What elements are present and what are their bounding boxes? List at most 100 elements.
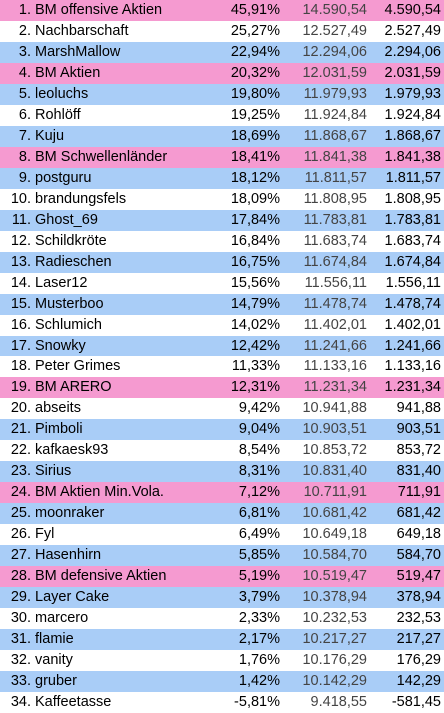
percent-cell: 8,54% xyxy=(238,442,280,459)
gain-cell: 1.808,95 xyxy=(384,190,441,207)
table-row: 5. leoluchs 19,80% 11.979,93 1.979,93 xyxy=(0,83,444,105)
name-cell: marcero xyxy=(35,610,89,627)
rank-cell: 16. xyxy=(10,316,31,333)
gain-cell: 584,70 xyxy=(396,547,441,564)
rank-cell: 31. xyxy=(10,631,31,648)
name-cell: vanity xyxy=(35,652,73,669)
percent-cell: 15,56% xyxy=(230,274,280,291)
name-cell: Laser12 xyxy=(35,274,88,291)
table-row: 33. gruber 1,42% 10.142,29 142,29 xyxy=(0,671,444,692)
total-value-cell: 14.590,54 xyxy=(302,2,367,18)
total-value-cell: 12.031,59 xyxy=(302,64,367,81)
rank-cell: 20. xyxy=(10,400,31,417)
total-value-cell: 11.478,74 xyxy=(303,295,367,312)
total-value-cell: 10.217,27 xyxy=(302,631,367,648)
rank-cell: 2. xyxy=(18,22,31,39)
total-value-cell: 10.903,51 xyxy=(302,421,367,438)
name-cell: Ghost_69 xyxy=(35,211,98,228)
total-value-cell: 10.681,42 xyxy=(302,505,367,522)
total-value-cell: 10.831,40 xyxy=(302,463,367,480)
total-value-cell: 10.853,72 xyxy=(302,442,367,459)
gain-cell: 232,53 xyxy=(396,610,441,627)
percent-cell: 8,31% xyxy=(238,463,280,480)
table-row: 12. Schildkröte 16,84% 11.683,74 1.683,74 xyxy=(0,230,444,252)
rank-cell: 9. xyxy=(18,169,31,186)
gain-cell: 2.031,59 xyxy=(384,64,441,81)
gain-cell: 1.683,74 xyxy=(384,232,441,249)
rank-cell: 18. xyxy=(10,358,31,375)
gain-cell: 378,94 xyxy=(396,589,441,606)
name-cell: Sirius xyxy=(35,463,72,480)
total-value-cell: 11.924,84 xyxy=(303,106,367,123)
total-value-cell: 11.808,95 xyxy=(303,190,367,207)
rank-cell: 4. xyxy=(18,64,31,81)
rank-cell: 27. xyxy=(10,547,31,564)
rank-cell: 3. xyxy=(18,43,31,60)
rank-cell: 28. xyxy=(10,568,31,585)
gain-cell: 1.868,67 xyxy=(384,127,441,144)
table-row: 11. Ghost_69 17,84% 11.783,81 1.783,81 xyxy=(0,209,444,231)
rank-cell: 6. xyxy=(18,106,31,123)
name-cell: moonraker xyxy=(35,505,105,522)
rank-cell: 34. xyxy=(10,693,31,710)
gain-cell: 1.811,57 xyxy=(385,169,441,186)
name-cell: Schildkröte xyxy=(35,232,107,249)
table-row: 8. BM Schwellenländer 18,41% 11.841,38 1.841… xyxy=(0,146,444,168)
table-row: 29. Layer Cake 3,79% 10.378,94 378,94 xyxy=(0,587,444,609)
percent-cell: 7,12% xyxy=(238,484,280,501)
gain-cell: 142,29 xyxy=(396,673,441,689)
gain-cell: 681,42 xyxy=(396,505,441,522)
name-cell: Layer Cake xyxy=(35,589,110,606)
table-row: 31. flamie 2,17% 10.217,27 217,27 xyxy=(0,629,444,651)
gain-cell: 1.241,66 xyxy=(384,337,441,354)
name-cell: Kuju xyxy=(35,127,65,144)
table-row: 19. BM ARERO 12,31% 11.231,34 1.231,34 xyxy=(0,377,444,399)
total-value-cell: 12.294,06 xyxy=(302,43,367,60)
total-value-cell: 9.418,55 xyxy=(310,693,367,710)
percent-cell: 19,80% xyxy=(230,85,280,102)
table-row: 10. brandungsfels 18,09% 11.808,95 1.808,95 xyxy=(0,188,444,210)
rank-cell: 8. xyxy=(18,148,31,165)
table-row: 20. abseits 9,42% 10.941,88 941,88 xyxy=(0,398,444,420)
percent-cell: 12,42% xyxy=(230,337,280,354)
rank-cell: 32. xyxy=(10,652,31,669)
percent-cell: 2,17% xyxy=(238,631,280,648)
name-cell: Pimboli xyxy=(35,421,83,438)
name-cell: Fyl xyxy=(35,526,55,543)
percent-cell: 9,04% xyxy=(238,421,280,438)
total-value-cell: 10.232,53 xyxy=(302,610,367,627)
percent-cell: 6,49% xyxy=(238,526,280,543)
rank-cell: 11. xyxy=(11,211,31,228)
name-cell: BM defensive Aktien xyxy=(35,568,167,585)
rank-cell: 19. xyxy=(10,379,31,396)
gain-cell: 176,29 xyxy=(396,652,441,669)
table-row: 15. Musterboo 14,79% 11.478,74 1.478,74 xyxy=(0,293,444,315)
table-row: 26. Fyl 6,49% 10.649,18 649,18 xyxy=(0,524,444,546)
total-value-cell: 11.979,93 xyxy=(303,85,367,102)
total-value-cell: 11.841,38 xyxy=(303,148,367,165)
table-row: 27. Hasenhirn 5,85% 10.584,70 584,70 xyxy=(0,545,444,567)
rank-cell: 12. xyxy=(10,232,31,249)
gain-cell: -581,45 xyxy=(391,693,441,710)
table-row: 14. Laser12 15,56% 11.556,11 1.556,11 xyxy=(0,272,444,294)
percent-cell: 20,32% xyxy=(230,64,280,81)
total-value-cell: 11.868,67 xyxy=(303,127,367,144)
rank-cell: 33. xyxy=(10,673,31,689)
percent-cell: -5,81% xyxy=(234,693,280,710)
name-cell: MarshMallow xyxy=(35,43,121,60)
table-row: 32. vanity 1,76% 10.176,29 176,29 xyxy=(0,650,444,671)
gain-cell: 2.527,49 xyxy=(384,22,441,39)
total-value-cell: 11.402,01 xyxy=(303,316,367,333)
table-row: 4. BM Aktien 20,32% 12.031,59 2.031,59 xyxy=(0,62,444,84)
total-value-cell: 11.241,66 xyxy=(303,337,367,354)
name-cell: flamie xyxy=(35,631,74,648)
rank-cell: 21. xyxy=(10,421,31,438)
total-value-cell: 10.519,47 xyxy=(302,568,367,585)
gain-cell: 519,47 xyxy=(396,568,441,585)
name-cell: kafkaesk93 xyxy=(35,442,109,459)
rank-cell: 14. xyxy=(10,274,31,291)
percent-cell: 6,81% xyxy=(238,505,280,522)
rank-cell: 13. xyxy=(10,253,31,270)
percent-cell: 1,76% xyxy=(238,652,280,669)
total-value-cell: 12.527,49 xyxy=(302,22,367,39)
